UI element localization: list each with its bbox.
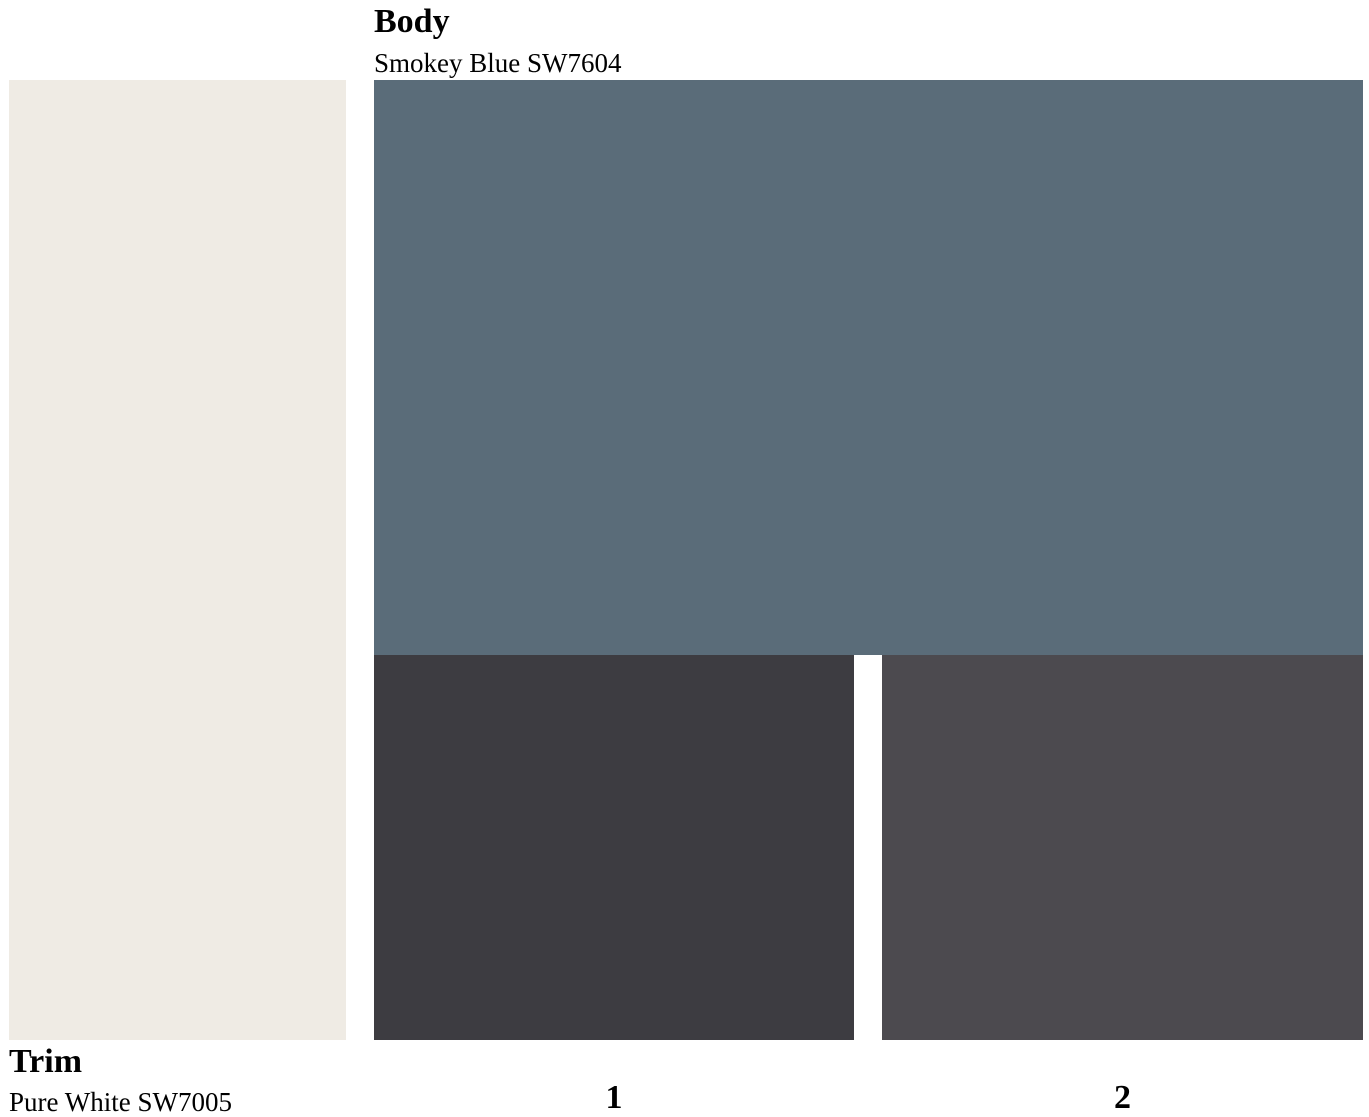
body-color-name: Smokey Blue SW7604 [374,48,622,78]
body-color-swatch [374,80,1363,655]
option-1-label: 1 [605,1079,623,1116]
option-2-label: 2 [1114,1079,1131,1116]
option-2-color-swatch [882,655,1363,1040]
trim-heading: Trim [9,1043,83,1080]
trim-color-swatch [9,80,346,1040]
body-heading: Body [374,3,450,40]
option-1-color-swatch [374,655,854,1040]
trim-color-name: Pure White SW7005 [9,1087,232,1117]
